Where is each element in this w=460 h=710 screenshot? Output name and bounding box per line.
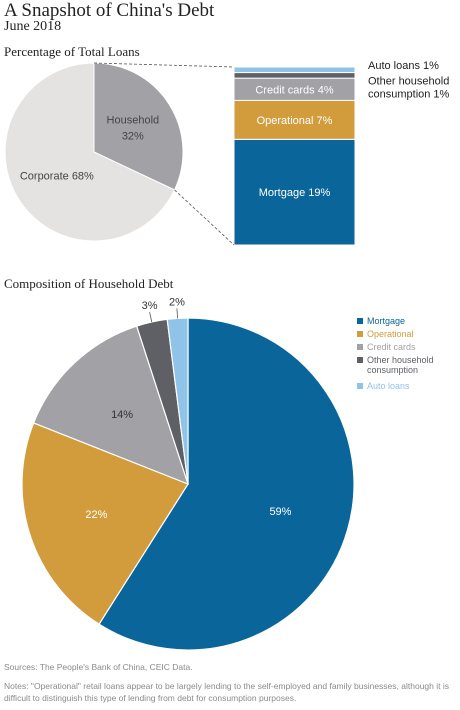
bar-segment-other-household-consumption [233, 72, 356, 79]
sources-note: Sources: The People's Bank of China, CEI… [4, 662, 193, 672]
legend-label-other-household-consumption: Other household [367, 355, 434, 365]
legend-label-other-household-consumption-line2: consumption [367, 365, 418, 375]
pie-slice-household [93, 62, 184, 191]
pie-label-household-value: 32% [122, 130, 144, 142]
connector-line-top [93, 62, 235, 68]
legend-label-operational: Operational [367, 329, 414, 339]
legend-label-auto-loans: Auto loans [367, 381, 410, 391]
bar-label-auto-loans: Auto loans 1% [368, 60, 439, 72]
pie-label-household: Household [107, 114, 160, 126]
footnote: Notes: "Operational" retail loans appear… [4, 681, 449, 703]
pie2-label-credit-cards: 14% [111, 409, 133, 421]
pie2-label-auto-loans: 2% [169, 296, 185, 308]
pie2-leader-other-household-consumption [149, 312, 153, 323]
legend-label-mortgage: Mortgage [367, 316, 405, 326]
pie-household-debt-title: Composition of Household Debt [4, 276, 174, 291]
bar-label-other-household-consumption: Other household [368, 76, 449, 88]
pie2-slice-mortgage [98, 317, 355, 651]
bar-segment-mortgage [233, 138, 356, 246]
chart-subtitle: June 2018 [4, 19, 62, 34]
pie2-label-operational: 22% [85, 509, 107, 521]
pie-slice-corporate [4, 62, 176, 242]
bar-label-credit-cards: Credit cards 4% [255, 84, 333, 96]
pie-label-corporate: Corporate 68% [20, 171, 94, 183]
bar-label-other-household-consumption-line2: consumption 1% [368, 89, 450, 101]
legend-swatch-auto-loans [357, 383, 363, 389]
pie2-label-mortgage: 59% [269, 506, 291, 518]
connector-line-bottom [174, 189, 235, 246]
chart-canvas: Household 32% Corporate 68% Mortgage 19% Ope… [4, 60, 450, 651]
legend-swatch-other-household-consumption [357, 357, 363, 363]
bar-label-mortgage: Mortgage 19% [259, 187, 331, 199]
legend-label-credit-cards: Credit cards [367, 342, 416, 352]
legend-swatch-mortgage [357, 318, 363, 324]
pie-total-loans-title: Percentage of Total Loans [4, 44, 140, 59]
legend-swatch-credit-cards [357, 344, 363, 350]
bar-label-operational: Operational 7% [257, 115, 333, 127]
chart-title: A Snapshot of China's Debt [4, 0, 215, 21]
pie2-label-other-household-consumption: 3% [142, 300, 158, 312]
bar-segment-operational [233, 99, 356, 140]
bar-segment-auto-loans [233, 66, 356, 74]
legend-swatch-operational [357, 331, 363, 337]
pie2-slice-operational [21, 422, 189, 625]
pie2-slice-auto-loans [166, 317, 189, 485]
pie2-leader-auto-loans [176, 308, 178, 319]
